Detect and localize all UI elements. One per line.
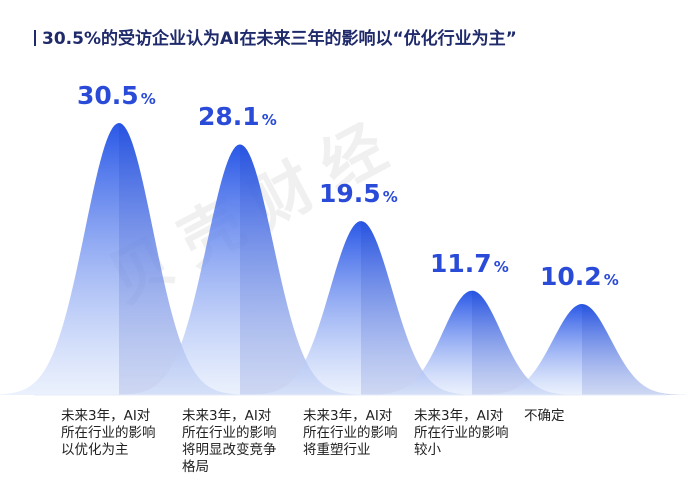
value-label: 30.5% xyxy=(77,81,156,110)
category-label-line: 所在行业的影响 xyxy=(303,425,398,441)
value-label: 10.2% xyxy=(540,262,619,291)
category-label-line: 未来3年，AI对 xyxy=(414,408,504,424)
category-label-line: 未来3年，AI对 xyxy=(182,408,272,424)
chart-title: 30.5%的受访企业认为AI在未来三年的影响以“优化行业为主” xyxy=(34,24,517,49)
bell-curve-1 xyxy=(0,123,242,395)
value-number: 10.2 xyxy=(540,262,602,292)
category-label-line: 将明显改变竞争 xyxy=(182,442,277,458)
category-label-line: 所在行业的影响 xyxy=(182,425,277,441)
bell-curve-shade-2 xyxy=(240,144,359,395)
bell-curve-5 xyxy=(477,304,687,395)
category-label-line: 较小 xyxy=(414,442,441,458)
category-label-line: 未来3年，AI对 xyxy=(61,408,151,424)
value-percent-sign: % xyxy=(603,271,619,290)
value-label: 28.1% xyxy=(198,102,277,131)
bell-curve-shade-4 xyxy=(472,290,577,395)
category-label: 未来3年，AI对 所在行业的影响 以优化为主 xyxy=(61,408,179,459)
value-number: 30.5 xyxy=(77,81,139,110)
bell-curve-shade-5 xyxy=(582,304,687,395)
category-label-line: 将重塑行业 xyxy=(303,442,371,458)
category-label-line: 未来3年，AI对 xyxy=(303,408,393,424)
category-label-line: 所在行业的影响 xyxy=(61,425,156,441)
value-percent-sign: % xyxy=(493,257,509,276)
value-label: 11.7% xyxy=(430,249,509,278)
category-label: 未来3年，AI对 所在行业的影响 较小 xyxy=(414,408,532,459)
category-label-line: 格局 xyxy=(182,459,209,475)
value-percent-sign: % xyxy=(261,111,277,130)
category-label: 不确定 xyxy=(524,408,642,425)
category-label: 未来3年，AI对 所在行业的影响 将重塑行业 xyxy=(303,408,421,459)
bell-curve-2 xyxy=(121,144,359,395)
category-label-line: 以优化为主 xyxy=(61,442,129,458)
value-number: 19.5 xyxy=(319,179,381,209)
bell-curve-shade-1 xyxy=(119,123,242,395)
value-number: 11.7 xyxy=(430,248,492,278)
bell-curve-shade-3 xyxy=(361,221,473,395)
value-number: 28.1 xyxy=(198,102,260,132)
bell-curve-3 xyxy=(249,221,473,395)
category-label-line: 不确定 xyxy=(524,408,565,424)
category-label: 未来3年，AI对 所在行业的影响 将明显改变竞争 格局 xyxy=(182,408,300,476)
category-label-line: 所在行业的影响 xyxy=(414,425,509,441)
title-bar-marker xyxy=(34,30,36,46)
chart-title-text: 30.5%的受访企业认为AI在未来三年的影响以“优化行业为主” xyxy=(42,29,517,49)
value-label: 19.5% xyxy=(319,179,398,208)
value-percent-sign: % xyxy=(382,188,398,207)
value-percent-sign: % xyxy=(140,90,156,108)
bell-curve-4 xyxy=(367,290,577,395)
